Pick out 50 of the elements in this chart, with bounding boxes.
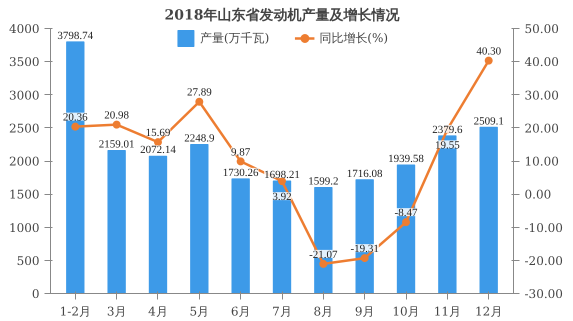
x-tick-label: 10月 [392, 304, 420, 318]
y2-tick-label: -30.00 [524, 287, 563, 301]
data-label: 1939.58 [388, 153, 424, 166]
y-tick-label: 1000 [8, 220, 40, 235]
y2-tick-label: -20.00 [524, 254, 563, 268]
data-label: 2072.14 [140, 144, 176, 156]
x-tick-label: 7月 [272, 304, 292, 318]
data-label: 2379.6 [432, 124, 463, 136]
data-label: 1698.21 [264, 168, 300, 181]
y2-tick-label: 10.00 [524, 154, 559, 168]
y2-tick-label: 0.00 [524, 188, 552, 202]
data-label: 2159.01 [98, 138, 135, 150]
x-tick-label: 1-2月 [60, 304, 91, 318]
y-tick-label: 3500 [8, 55, 40, 70]
y-tick-label: 2000 [8, 154, 40, 168]
legend-label: 产量(万千瓦) [200, 30, 270, 46]
chart-title: 2018年山东省发动机产量及增长情况 [164, 6, 400, 24]
x-tick-label: 3月 [106, 304, 126, 318]
data-label: 1599.2 [308, 176, 338, 188]
x-tick-label: 8月 [314, 304, 334, 318]
data-label: 40.30 [476, 46, 502, 58]
data-label: 2509.1 [474, 115, 504, 128]
x-tick-label: 4月 [148, 304, 168, 318]
x-tick-label: 11月 [434, 304, 462, 318]
y2-tick-label: 40.00 [524, 55, 559, 70]
y-tick-label: 500 [16, 254, 40, 268]
data-label: 2248.9 [184, 132, 215, 145]
data-label: 27.89 [186, 86, 212, 99]
data-label: 1730.26 [222, 166, 260, 179]
y-tick-label: 0 [32, 287, 40, 301]
data-label: -21.07 [309, 248, 338, 261]
data-label: 3798.74 [57, 30, 94, 42]
y2-tick-label: 20.00 [524, 121, 559, 136]
legend-label: 同比增长(%) [319, 30, 388, 46]
x-tick-label: 5月 [190, 304, 210, 318]
data-label: 19.55 [434, 139, 460, 152]
x-tick-label: 12月 [475, 304, 502, 318]
y-tick-label: 1500 [8, 188, 40, 202]
y-tick-label: 3000 [8, 88, 40, 102]
x-tick-label: 9月 [354, 304, 374, 318]
y-tick-label: 4000 [8, 22, 40, 36]
data-label: 9.87 [231, 146, 251, 158]
y2-tick-label: 50.00 [524, 22, 559, 36]
data-label: 1716.08 [346, 168, 384, 180]
data-label: 20.98 [104, 110, 130, 122]
y2-tick-label: 30.00 [524, 88, 559, 102]
data-label: 15.69 [146, 127, 171, 140]
y-tick-label: 2500 [8, 121, 40, 136]
y2-tick-label: -10.00 [524, 220, 563, 235]
x-tick-label: 6月 [230, 304, 250, 318]
